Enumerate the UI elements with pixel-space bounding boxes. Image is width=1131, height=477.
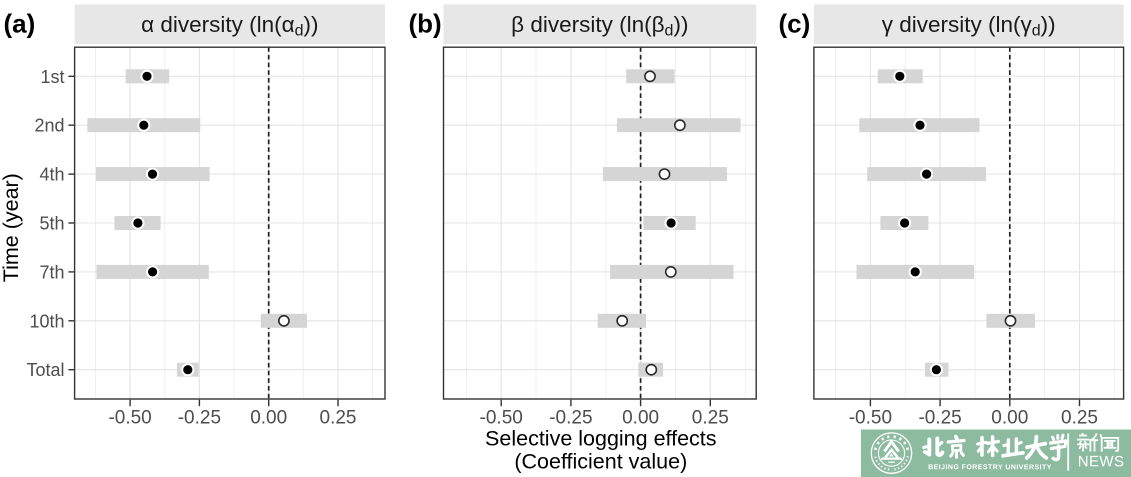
svg-text:4th: 4th bbox=[39, 165, 64, 185]
svg-text:β diversity (ln(βd)): β diversity (ln(βd)) bbox=[511, 12, 688, 40]
svg-text:7th: 7th bbox=[39, 262, 64, 282]
svg-text:Total: Total bbox=[26, 360, 64, 380]
svg-text:-0.25: -0.25 bbox=[549, 407, 592, 428]
svg-text:Selective logging effects: Selective logging effects bbox=[485, 427, 716, 451]
svg-text:α diversity (ln(αd)): α diversity (ln(αd)) bbox=[141, 12, 318, 40]
svg-text:1st: 1st bbox=[40, 67, 64, 87]
svg-text:-0.25: -0.25 bbox=[178, 407, 221, 428]
svg-text:γ diversity (ln(γd)): γ diversity (ln(γd)) bbox=[882, 12, 1056, 40]
svg-text:NEWS: NEWS bbox=[1078, 453, 1125, 470]
svg-text:BEIJING FORESTRY UNIVERSITY: BEIJING FORESTRY UNIVERSITY bbox=[928, 464, 1052, 471]
svg-text:Time (year): Time (year) bbox=[0, 173, 23, 282]
svg-text:0.25: 0.25 bbox=[1061, 407, 1098, 428]
svg-text:(b): (b) bbox=[409, 8, 442, 38]
svg-text:0.25: 0.25 bbox=[692, 407, 729, 428]
svg-text:0.25: 0.25 bbox=[320, 407, 357, 428]
svg-text:-0.50: -0.50 bbox=[849, 407, 892, 428]
svg-text:10th: 10th bbox=[29, 311, 64, 331]
svg-text:(Coefficient value): (Coefficient value) bbox=[514, 450, 687, 474]
svg-text:-0.50: -0.50 bbox=[480, 407, 523, 428]
svg-text:0.00: 0.00 bbox=[991, 407, 1028, 428]
svg-text:0.00: 0.00 bbox=[622, 407, 659, 428]
svg-text:-0.25: -0.25 bbox=[918, 407, 961, 428]
svg-text:5th: 5th bbox=[39, 214, 64, 234]
svg-text:0.00: 0.00 bbox=[250, 407, 287, 428]
svg-text:2nd: 2nd bbox=[34, 116, 64, 136]
svg-text:(c): (c) bbox=[779, 8, 811, 38]
svg-text:-0.50: -0.50 bbox=[108, 407, 151, 428]
svg-text:(a): (a) bbox=[4, 8, 36, 38]
